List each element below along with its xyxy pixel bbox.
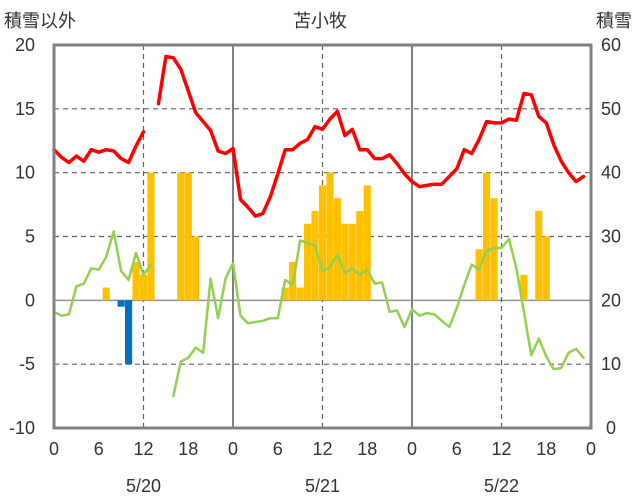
precip-bar bbox=[132, 262, 140, 301]
right-ytick-label: 20 bbox=[601, 290, 621, 310]
left-ytick-label: 5 bbox=[25, 227, 35, 247]
precip-bar bbox=[311, 210, 319, 301]
precip-bar bbox=[281, 287, 289, 301]
precip-bar bbox=[535, 210, 543, 301]
chart-title: 苫小牧 bbox=[293, 11, 347, 32]
left-ytick-label: -5 bbox=[19, 354, 35, 374]
precip-bar bbox=[147, 172, 155, 301]
xtick-label: 0 bbox=[49, 439, 59, 459]
precip-bar bbox=[318, 185, 327, 301]
date-label: 5/21 bbox=[305, 476, 340, 496]
right-ytick-label: 60 bbox=[601, 35, 621, 55]
precip-bar bbox=[102, 287, 110, 301]
green-series-line bbox=[52, 230, 153, 317]
precip-bar bbox=[520, 274, 528, 301]
left-ytick-label: 20 bbox=[15, 35, 35, 55]
precip-bar bbox=[483, 172, 491, 301]
precip-bar bbox=[304, 223, 312, 301]
precip-bar bbox=[542, 236, 550, 301]
date-label: 5/20 bbox=[126, 476, 161, 496]
xtick-label: 0 bbox=[407, 439, 417, 459]
precip-bar bbox=[348, 223, 356, 301]
plot-frame bbox=[52, 43, 593, 430]
precip-bar bbox=[296, 287, 304, 301]
xtick-label: 12 bbox=[312, 439, 332, 459]
left-ytick-label: 0 bbox=[25, 290, 35, 310]
precip-bar bbox=[139, 274, 148, 301]
precip-bar bbox=[341, 223, 349, 301]
date-label: 5/22 bbox=[484, 476, 519, 496]
precip-bar bbox=[326, 172, 334, 301]
xtick-label: 18 bbox=[357, 439, 377, 459]
green-series-line bbox=[172, 237, 585, 398]
precip-bar bbox=[192, 236, 200, 301]
right-ytick-label: 0 bbox=[606, 418, 616, 438]
xtick-label: 12 bbox=[133, 439, 153, 459]
precip-bar bbox=[363, 185, 371, 301]
right-ytick-label: 40 bbox=[601, 163, 621, 183]
xtick-label: 18 bbox=[536, 439, 556, 459]
xtick-label: 6 bbox=[94, 439, 104, 459]
xtick-label: 18 bbox=[178, 439, 198, 459]
left-axis-label: 積雪以外 bbox=[4, 11, 76, 32]
precip-bar bbox=[117, 300, 125, 307]
xtick-label: 12 bbox=[491, 439, 511, 459]
precip-bar bbox=[475, 249, 483, 301]
xtick-label: 0 bbox=[228, 439, 238, 459]
right-ytick-label: 10 bbox=[601, 354, 621, 374]
left-ytick-label: -10 bbox=[9, 418, 35, 438]
left-ytick-label: 10 bbox=[15, 163, 35, 183]
left-ytick-label: 15 bbox=[15, 99, 35, 119]
right-ytick-label: 30 bbox=[601, 227, 621, 247]
precip-bar bbox=[177, 172, 185, 301]
right-axis-label: 積雪 bbox=[596, 11, 632, 32]
series-lines bbox=[52, 54, 586, 398]
xtick-label: 6 bbox=[273, 439, 283, 459]
red-series-line bbox=[156, 54, 586, 218]
precip-bar bbox=[125, 300, 133, 365]
red-series-line bbox=[52, 130, 146, 165]
right-ytick-label: 50 bbox=[601, 99, 621, 119]
precip-bar bbox=[356, 210, 364, 301]
precip-bar bbox=[333, 198, 341, 301]
xtick-label: 6 bbox=[452, 439, 462, 459]
xtick-label: 0 bbox=[586, 439, 596, 459]
precip-bar bbox=[184, 172, 192, 301]
